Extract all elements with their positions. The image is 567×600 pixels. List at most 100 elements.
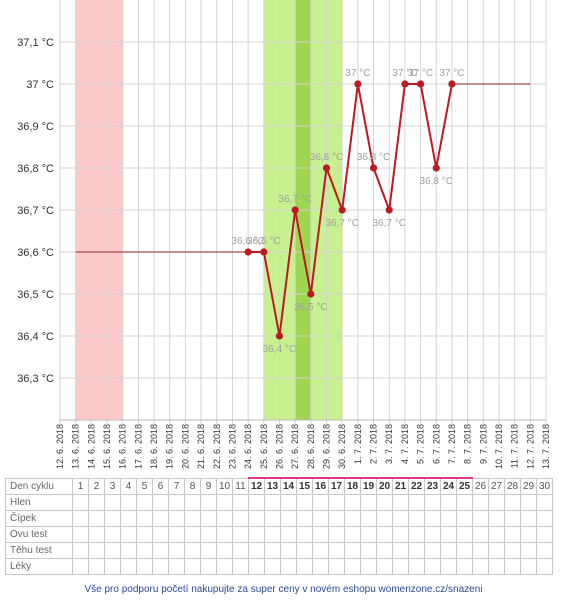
tracking-cell[interactable] xyxy=(344,558,361,575)
tracking-cell[interactable] xyxy=(344,526,361,543)
tracking-cell[interactable] xyxy=(120,542,137,559)
tracking-cell[interactable] xyxy=(376,558,393,575)
tracking-cell[interactable] xyxy=(376,494,393,511)
tracking-cell[interactable] xyxy=(296,558,313,575)
tracking-cell[interactable] xyxy=(328,558,345,575)
tracking-cell[interactable] xyxy=(296,526,313,543)
tracking-cell[interactable] xyxy=(136,494,153,511)
tracking-cell[interactable] xyxy=(216,510,233,527)
tracking-cell[interactable] xyxy=(136,526,153,543)
tracking-cell[interactable] xyxy=(408,526,425,543)
tracking-cell[interactable] xyxy=(72,542,89,559)
tracking-cell[interactable] xyxy=(360,558,377,575)
tracking-cell[interactable] xyxy=(392,558,409,575)
tracking-cell[interactable] xyxy=(520,494,537,511)
tracking-cell[interactable] xyxy=(88,526,105,543)
tracking-cell[interactable] xyxy=(360,494,377,511)
tracking-cell[interactable] xyxy=(296,510,313,527)
tracking-cell[interactable] xyxy=(360,510,377,527)
tracking-cell[interactable] xyxy=(504,558,521,575)
tracking-cell[interactable] xyxy=(376,510,393,527)
tracking-cell[interactable] xyxy=(216,558,233,575)
tracking-cell[interactable] xyxy=(200,494,217,511)
tracking-cell[interactable] xyxy=(104,510,121,527)
tracking-cell[interactable] xyxy=(296,542,313,559)
tracking-cell[interactable] xyxy=(168,510,185,527)
tracking-cell[interactable] xyxy=(392,542,409,559)
tracking-cell[interactable] xyxy=(520,510,537,527)
tracking-cell[interactable] xyxy=(536,542,553,559)
tracking-cell[interactable] xyxy=(424,542,441,559)
tracking-cell[interactable] xyxy=(488,542,505,559)
tracking-cell[interactable] xyxy=(312,542,329,559)
tracking-cell[interactable] xyxy=(152,542,169,559)
tracking-cell[interactable] xyxy=(280,542,297,559)
tracking-cell[interactable] xyxy=(392,526,409,543)
tracking-cell[interactable] xyxy=(424,558,441,575)
tracking-cell[interactable] xyxy=(376,526,393,543)
tracking-cell[interactable] xyxy=(504,542,521,559)
tracking-cell[interactable] xyxy=(200,526,217,543)
tracking-cell[interactable] xyxy=(136,558,153,575)
tracking-cell[interactable] xyxy=(104,542,121,559)
tracking-cell[interactable] xyxy=(168,526,185,543)
tracking-cell[interactable] xyxy=(184,510,201,527)
tracking-cell[interactable] xyxy=(456,526,473,543)
tracking-cell[interactable] xyxy=(472,558,489,575)
tracking-cell[interactable] xyxy=(312,510,329,527)
tracking-cell[interactable] xyxy=(200,558,217,575)
tracking-cell[interactable] xyxy=(104,526,121,543)
tracking-cell[interactable] xyxy=(440,558,457,575)
tracking-cell[interactable] xyxy=(248,526,265,543)
tracking-cell[interactable] xyxy=(504,510,521,527)
tracking-cell[interactable] xyxy=(120,558,137,575)
tracking-cell[interactable] xyxy=(536,494,553,511)
tracking-cell[interactable] xyxy=(328,526,345,543)
tracking-cell[interactable] xyxy=(88,542,105,559)
tracking-cell[interactable] xyxy=(440,510,457,527)
tracking-cell[interactable] xyxy=(200,510,217,527)
tracking-cell[interactable] xyxy=(248,558,265,575)
tracking-cell[interactable] xyxy=(424,510,441,527)
tracking-cell[interactable] xyxy=(280,526,297,543)
promo-footer[interactable]: Vše pro podporu početí nakupujte za supe… xyxy=(84,584,483,595)
tracking-cell[interactable] xyxy=(232,510,249,527)
tracking-cell[interactable] xyxy=(168,494,185,511)
tracking-cell[interactable] xyxy=(536,526,553,543)
tracking-cell[interactable] xyxy=(152,510,169,527)
tracking-cell[interactable] xyxy=(472,526,489,543)
tracking-cell[interactable] xyxy=(472,542,489,559)
tracking-cell[interactable] xyxy=(520,542,537,559)
tracking-cell[interactable] xyxy=(232,526,249,543)
tracking-cell[interactable] xyxy=(152,558,169,575)
tracking-cell[interactable] xyxy=(376,542,393,559)
tracking-cell[interactable] xyxy=(328,494,345,511)
tracking-cell[interactable] xyxy=(536,510,553,527)
tracking-cell[interactable] xyxy=(408,494,425,511)
tracking-cell[interactable] xyxy=(424,494,441,511)
tracking-cell[interactable] xyxy=(280,510,297,527)
tracking-cell[interactable] xyxy=(88,494,105,511)
tracking-cell[interactable] xyxy=(248,542,265,559)
tracking-cell[interactable] xyxy=(216,542,233,559)
tracking-cell[interactable] xyxy=(168,558,185,575)
tracking-cell[interactable] xyxy=(488,526,505,543)
tracking-cell[interactable] xyxy=(72,494,89,511)
tracking-cell[interactable] xyxy=(72,510,89,527)
tracking-cell[interactable] xyxy=(456,510,473,527)
tracking-cell[interactable] xyxy=(184,526,201,543)
tracking-cell[interactable] xyxy=(88,558,105,575)
tracking-cell[interactable] xyxy=(440,542,457,559)
tracking-cell[interactable] xyxy=(408,558,425,575)
tracking-cell[interactable] xyxy=(344,510,361,527)
tracking-cell[interactable] xyxy=(520,558,537,575)
tracking-cell[interactable] xyxy=(456,542,473,559)
tracking-cell[interactable] xyxy=(232,494,249,511)
tracking-cell[interactable] xyxy=(280,558,297,575)
tracking-cell[interactable] xyxy=(152,526,169,543)
tracking-cell[interactable] xyxy=(264,558,281,575)
tracking-cell[interactable] xyxy=(72,558,89,575)
tracking-cell[interactable] xyxy=(104,494,121,511)
tracking-cell[interactable] xyxy=(360,526,377,543)
tracking-cell[interactable] xyxy=(488,558,505,575)
